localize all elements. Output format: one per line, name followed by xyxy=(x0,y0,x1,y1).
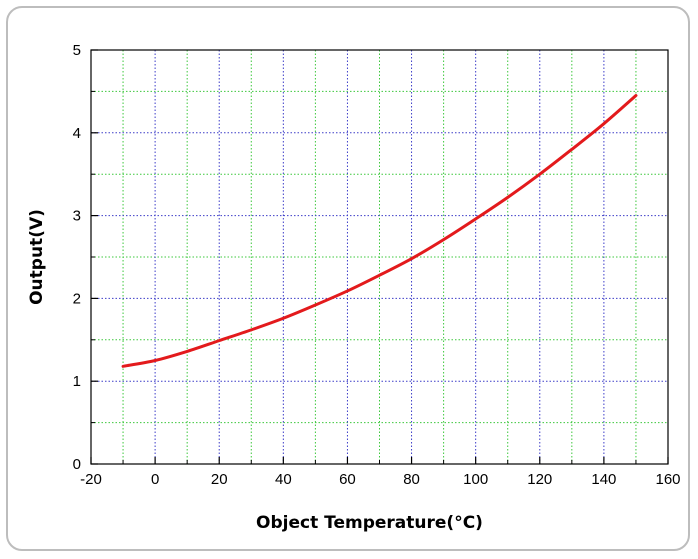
y-tick-label: 5 xyxy=(73,42,81,59)
x-tick-label: 160 xyxy=(655,471,680,488)
y-tick-label: 2 xyxy=(73,290,81,307)
x-tick-label: 40 xyxy=(275,471,292,488)
x-tick-label: 20 xyxy=(211,471,228,488)
axis-ticks xyxy=(90,49,669,465)
x-tick-labels: -20 0 20 40 60 80 100 120 140 160 xyxy=(80,471,680,488)
x-tick-label: 140 xyxy=(591,471,616,488)
x-tick-label: 100 xyxy=(463,471,488,488)
y-tick-label: 3 xyxy=(73,208,81,225)
x-tick-label: -20 xyxy=(80,471,102,488)
x-tick-label: 60 xyxy=(339,471,356,488)
y-tick-label: 0 xyxy=(73,456,81,473)
y-tick-label: 4 xyxy=(73,125,81,142)
x-axis-title: Object Temperature(°C) xyxy=(256,513,483,533)
y-axis-title: Output(V) xyxy=(27,209,47,305)
y-tick-label: 1 xyxy=(73,373,81,390)
series-line xyxy=(121,94,638,368)
x-tick-label: 80 xyxy=(403,471,420,488)
x-tick-label: 120 xyxy=(527,471,552,488)
y-tick-labels: 0 1 2 3 4 5 xyxy=(73,42,81,473)
minor-grid xyxy=(91,50,668,464)
x-tick-label: 0 xyxy=(151,471,159,488)
